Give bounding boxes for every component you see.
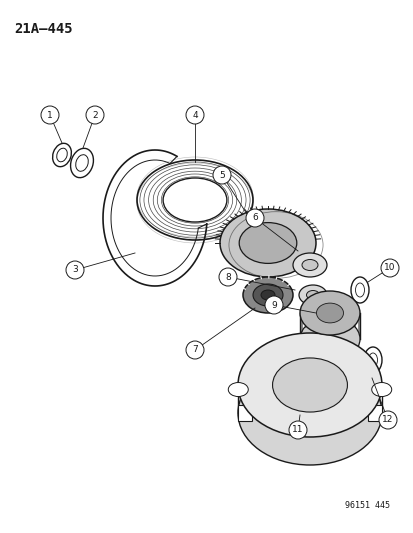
Circle shape	[288, 421, 306, 439]
Text: 96151 445: 96151 445	[344, 501, 389, 510]
Text: 6: 6	[252, 214, 257, 222]
Circle shape	[380, 259, 398, 277]
Ellipse shape	[299, 291, 359, 335]
Circle shape	[86, 106, 104, 124]
Ellipse shape	[237, 333, 381, 437]
Ellipse shape	[260, 290, 274, 300]
Ellipse shape	[237, 361, 381, 465]
Ellipse shape	[371, 383, 391, 397]
Ellipse shape	[252, 284, 282, 306]
Circle shape	[41, 106, 59, 124]
Ellipse shape	[292, 253, 326, 277]
Circle shape	[218, 268, 236, 286]
Text: 8: 8	[225, 272, 230, 281]
Polygon shape	[367, 405, 381, 421]
Text: 21A–445: 21A–445	[14, 22, 72, 36]
Text: 2: 2	[92, 110, 97, 119]
Ellipse shape	[299, 317, 359, 361]
Text: 4: 4	[192, 110, 197, 119]
Ellipse shape	[242, 277, 292, 313]
Ellipse shape	[228, 383, 248, 397]
Text: 12: 12	[381, 416, 393, 424]
Circle shape	[185, 341, 204, 359]
Text: 7: 7	[192, 345, 197, 354]
Ellipse shape	[239, 223, 296, 263]
Text: 11: 11	[292, 425, 303, 434]
Ellipse shape	[298, 285, 326, 305]
Circle shape	[66, 261, 84, 279]
Ellipse shape	[219, 209, 315, 277]
Circle shape	[264, 296, 282, 314]
Ellipse shape	[301, 260, 317, 271]
Circle shape	[185, 106, 204, 124]
Text: 9: 9	[271, 301, 276, 310]
Circle shape	[378, 411, 396, 429]
Ellipse shape	[272, 358, 347, 412]
Text: 10: 10	[383, 263, 395, 272]
Polygon shape	[237, 405, 252, 421]
Text: 1: 1	[47, 110, 53, 119]
Text: 3: 3	[72, 265, 78, 274]
Circle shape	[245, 209, 263, 227]
Ellipse shape	[306, 290, 319, 300]
Text: 5: 5	[218, 171, 224, 180]
Ellipse shape	[316, 303, 343, 323]
Circle shape	[212, 166, 230, 184]
